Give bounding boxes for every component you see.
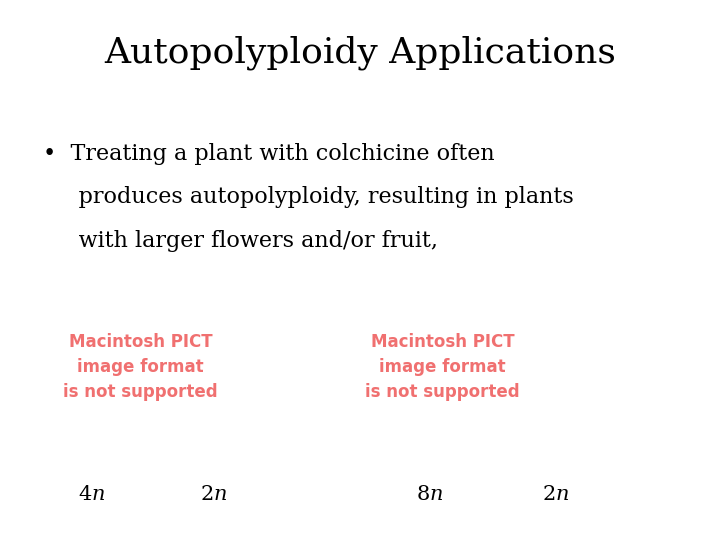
Text: with larger flowers and/or fruit,: with larger flowers and/or fruit, — [43, 230, 438, 252]
Text: n: n — [430, 484, 444, 504]
Text: Autopolyploidy Applications: Autopolyploidy Applications — [104, 35, 616, 70]
Text: 8: 8 — [417, 484, 430, 504]
Text: n: n — [91, 484, 105, 504]
Text: Macintosh PICT
image format
is not supported: Macintosh PICT image format is not suppo… — [63, 333, 217, 401]
Text: n: n — [214, 484, 228, 504]
Text: n: n — [556, 484, 570, 504]
Text: 2: 2 — [201, 484, 214, 504]
Text: 2: 2 — [543, 484, 556, 504]
Text: •  Treating a plant with colchicine often: • Treating a plant with colchicine often — [43, 143, 495, 165]
Text: produces autopolyploidy, resulting in plants: produces autopolyploidy, resulting in pl… — [43, 186, 574, 208]
Text: Macintosh PICT
image format
is not supported: Macintosh PICT image format is not suppo… — [366, 333, 520, 401]
Text: 4: 4 — [78, 484, 91, 504]
